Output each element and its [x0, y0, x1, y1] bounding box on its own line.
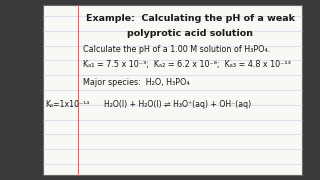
Text: Example:  Calculating the pH of a weak: Example: Calculating the pH of a weak: [86, 14, 295, 23]
Text: Kₐ=1x10⁻¹⁴: Kₐ=1x10⁻¹⁴: [45, 100, 89, 109]
Text: Kₐ₁ = 7.5 x 10⁻³;  Kₐ₂ = 6.2 x 10⁻⁸;  Kₐ₃ = 4.8 x 10⁻¹³: Kₐ₁ = 7.5 x 10⁻³; Kₐ₂ = 6.2 x 10⁻⁸; Kₐ₃ …: [83, 60, 291, 69]
FancyBboxPatch shape: [43, 5, 302, 175]
Text: Major species:  H₂O, H₃PO₄: Major species: H₂O, H₃PO₄: [83, 78, 190, 87]
Text: polyprotic acid solution: polyprotic acid solution: [127, 29, 253, 38]
Text: H₂O(l) + H₂O(l) ⇌ H₃O⁺(aq) + OH⁻(aq): H₂O(l) + H₂O(l) ⇌ H₃O⁺(aq) + OH⁻(aq): [104, 100, 251, 109]
Text: Calculate the pH of a 1.00 M solution of H₃PO₄.: Calculate the pH of a 1.00 M solution of…: [83, 45, 270, 54]
